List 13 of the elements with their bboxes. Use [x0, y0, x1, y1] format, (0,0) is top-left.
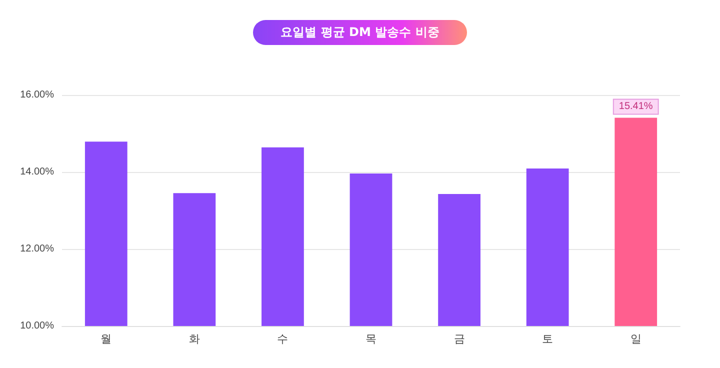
- x-tick-label: 토: [542, 334, 554, 346]
- x-tick-label: 금: [454, 334, 465, 346]
- x-tick-label: 수: [277, 334, 288, 346]
- y-tick-label: 16.00%: [20, 90, 54, 100]
- x-tick-label: 일: [630, 334, 642, 346]
- y-tick-label: 14.00%: [20, 166, 54, 178]
- data-label: 15.41%: [618, 101, 653, 112]
- chart-title: 요일별 평균 DM 발송수 비중: [252, 20, 468, 45]
- x-tick-label: 월: [100, 334, 112, 346]
- y-tick-label: 12.00%: [20, 244, 54, 254]
- x-tick-label: 화: [188, 334, 200, 346]
- y-tick-label: 10.00%: [20, 320, 54, 332]
- x-tick-label: 목: [366, 334, 376, 346]
